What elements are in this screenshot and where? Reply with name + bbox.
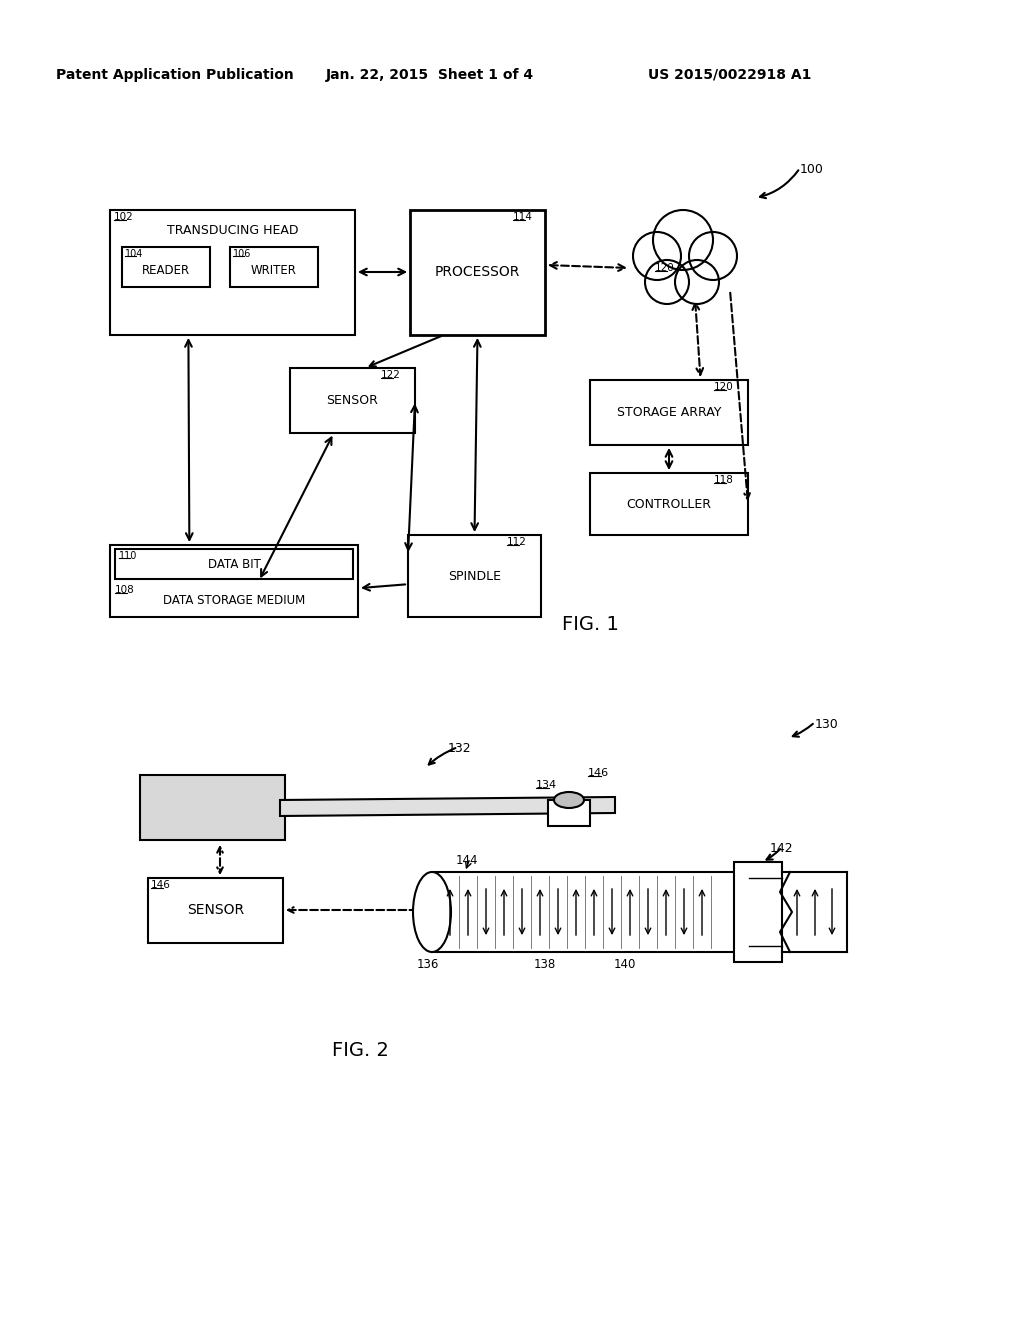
Text: 144: 144 (456, 854, 478, 867)
Text: 110: 110 (119, 550, 137, 561)
Bar (230, 247, 318, 286)
Circle shape (645, 260, 689, 304)
Text: 132: 132 (449, 742, 472, 755)
Text: 106: 106 (233, 249, 251, 259)
Circle shape (675, 260, 719, 304)
Text: 118: 118 (714, 475, 734, 484)
Ellipse shape (413, 873, 451, 952)
Text: 146: 146 (588, 768, 609, 777)
Text: WRITER: WRITER (251, 264, 297, 276)
Text: SENSOR: SENSOR (327, 393, 379, 407)
Bar (432, 873, 737, 952)
Text: DATA BIT: DATA BIT (208, 558, 260, 572)
Circle shape (689, 232, 737, 280)
Circle shape (633, 232, 681, 280)
Text: 120: 120 (714, 381, 734, 392)
Text: SENSOR: SENSOR (187, 903, 244, 917)
Text: CONTROLLER: CONTROLLER (627, 498, 712, 511)
Bar (290, 368, 415, 433)
Text: 142: 142 (770, 842, 794, 855)
Circle shape (653, 210, 713, 271)
Bar (110, 545, 358, 616)
Text: DATA STORAGE MEDIUM: DATA STORAGE MEDIUM (163, 594, 305, 607)
Text: Patent Application Publication: Patent Application Publication (56, 69, 294, 82)
Text: PROCESSOR: PROCESSOR (435, 265, 520, 280)
Text: FIG. 2: FIG. 2 (332, 1040, 388, 1060)
Text: 108: 108 (115, 585, 135, 595)
Text: 136: 136 (417, 958, 439, 972)
Text: 102: 102 (114, 213, 134, 222)
Text: TRANSDUCING HEAD: TRANSDUCING HEAD (167, 223, 298, 236)
Polygon shape (280, 797, 615, 816)
Text: 134: 134 (536, 780, 557, 789)
Text: 122: 122 (381, 370, 400, 380)
Polygon shape (140, 775, 285, 840)
Text: SPINDLE: SPINDLE (449, 569, 501, 582)
Text: FIG. 1: FIG. 1 (561, 615, 618, 635)
Bar (115, 549, 353, 579)
Text: STORAGE ARRAY: STORAGE ARRAY (616, 407, 721, 418)
Bar (548, 800, 590, 826)
Bar (590, 473, 748, 535)
Text: 104: 104 (125, 249, 143, 259)
Bar (408, 535, 541, 616)
Text: 130: 130 (815, 718, 839, 731)
Text: US 2015/0022918 A1: US 2015/0022918 A1 (648, 69, 812, 82)
Text: 100: 100 (800, 162, 824, 176)
Ellipse shape (554, 792, 584, 808)
Bar (410, 210, 545, 335)
Bar (122, 247, 210, 286)
Bar (734, 862, 782, 962)
Text: NETWORK: NETWORK (658, 269, 722, 282)
Bar (110, 210, 355, 335)
Text: 120: 120 (655, 263, 675, 273)
Text: 140: 140 (613, 958, 636, 972)
Text: 112: 112 (507, 537, 527, 546)
Text: Jan. 22, 2015  Sheet 1 of 4: Jan. 22, 2015 Sheet 1 of 4 (326, 69, 535, 82)
Text: 114: 114 (513, 213, 532, 222)
Bar (590, 380, 748, 445)
Text: READER: READER (142, 264, 190, 276)
Text: 146: 146 (151, 880, 171, 890)
Bar (148, 878, 283, 942)
Text: 138: 138 (534, 958, 556, 972)
